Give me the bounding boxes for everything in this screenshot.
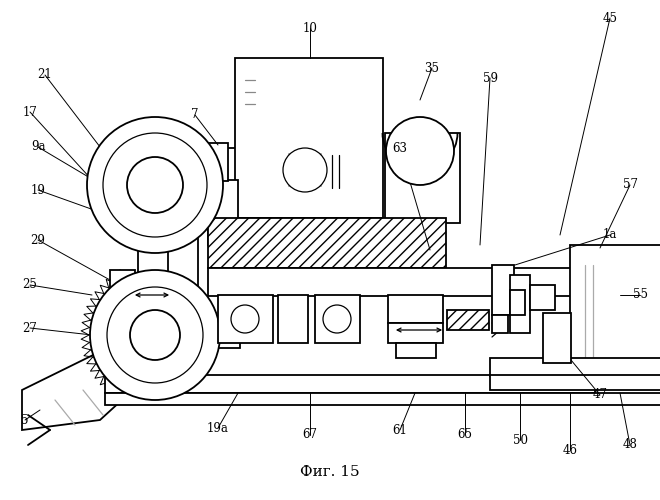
Bar <box>570 245 660 375</box>
Circle shape <box>323 305 351 333</box>
Bar <box>110 270 135 385</box>
Text: 48: 48 <box>622 438 638 452</box>
Bar <box>388 295 443 323</box>
Text: 7: 7 <box>191 108 199 122</box>
Text: 27: 27 <box>22 322 38 334</box>
Bar <box>490 358 660 376</box>
Text: 10: 10 <box>302 22 317 35</box>
Bar <box>235 58 383 218</box>
Text: Фиг. 15: Фиг. 15 <box>300 465 360 479</box>
Bar <box>198 148 240 348</box>
Bar <box>510 290 525 315</box>
Text: 21: 21 <box>38 68 52 82</box>
Circle shape <box>90 270 220 400</box>
Bar <box>543 313 571 363</box>
Bar <box>208 180 238 245</box>
Circle shape <box>107 287 203 383</box>
Bar <box>208 218 446 268</box>
Circle shape <box>130 310 180 360</box>
Bar <box>530 285 555 310</box>
Text: 67: 67 <box>302 428 317 442</box>
Text: 25: 25 <box>22 278 38 291</box>
Bar <box>208 268 573 296</box>
Bar <box>218 295 273 343</box>
Text: 47: 47 <box>593 388 607 402</box>
Text: 63: 63 <box>393 142 407 154</box>
Bar <box>138 250 168 332</box>
Text: 5: 5 <box>21 414 29 426</box>
Text: 19a: 19a <box>207 422 229 434</box>
Bar <box>492 315 508 333</box>
Text: 65: 65 <box>457 428 473 442</box>
Bar <box>208 143 228 181</box>
Bar <box>105 375 595 393</box>
Text: 50: 50 <box>513 434 527 446</box>
Bar <box>278 295 308 343</box>
Text: 17: 17 <box>22 106 38 118</box>
Text: 61: 61 <box>393 424 407 436</box>
Polygon shape <box>22 295 215 430</box>
Text: 9a: 9a <box>31 140 46 153</box>
Bar <box>510 275 530 333</box>
Circle shape <box>386 117 454 185</box>
Circle shape <box>87 117 223 253</box>
Bar <box>447 310 489 330</box>
Bar <box>490 375 660 390</box>
Text: 1a: 1a <box>603 228 617 241</box>
Bar <box>315 295 360 343</box>
Text: 59: 59 <box>482 72 498 85</box>
Circle shape <box>127 157 183 213</box>
Circle shape <box>103 133 207 237</box>
Text: 55: 55 <box>632 288 647 302</box>
Text: 35: 35 <box>424 62 440 74</box>
Bar <box>388 323 443 343</box>
Text: 45: 45 <box>603 12 618 24</box>
Bar <box>396 343 436 358</box>
Text: 19: 19 <box>30 184 46 196</box>
Text: 46: 46 <box>562 444 578 456</box>
Bar <box>492 265 514 315</box>
Bar <box>105 393 660 405</box>
Circle shape <box>283 148 327 192</box>
Text: 57: 57 <box>622 178 638 192</box>
Text: 29: 29 <box>30 234 46 246</box>
Circle shape <box>231 305 259 333</box>
Bar <box>385 133 460 223</box>
